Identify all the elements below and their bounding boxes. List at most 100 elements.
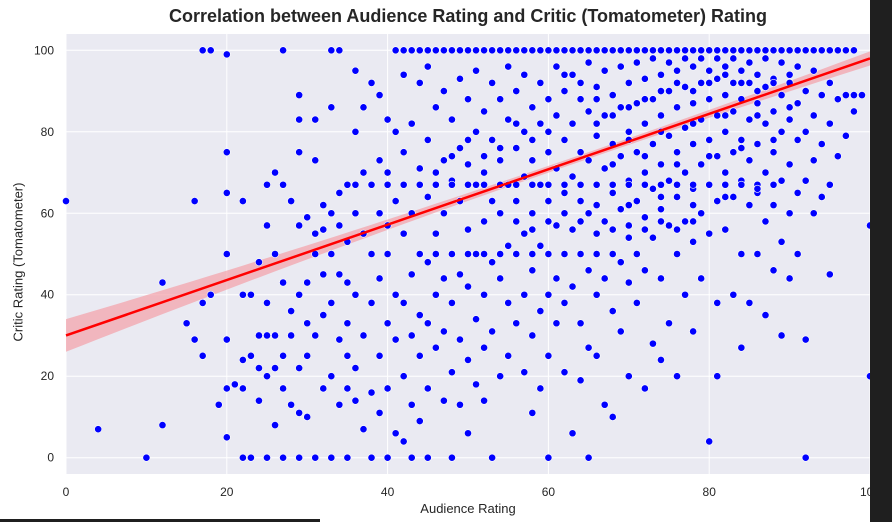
data-point <box>528 156 537 165</box>
data-point <box>472 250 480 258</box>
data-point <box>279 180 287 189</box>
data-point <box>616 205 625 214</box>
data-point <box>512 46 521 55</box>
data-point <box>295 408 304 417</box>
data-point <box>423 62 432 71</box>
data-point <box>833 46 842 55</box>
data-point <box>705 136 714 144</box>
data-point <box>480 107 488 116</box>
data-point <box>705 95 714 104</box>
data-point <box>528 408 537 417</box>
data-point <box>697 209 706 218</box>
data-point <box>431 103 440 112</box>
data-point <box>801 87 810 95</box>
data-point <box>448 298 456 307</box>
data-point <box>576 78 585 87</box>
data-point <box>488 136 497 144</box>
y-axis-label: Critic Rating (Tomatometer) <box>10 182 26 342</box>
data-point <box>528 266 537 275</box>
data-point <box>769 148 778 157</box>
data-point <box>649 46 657 55</box>
data-point <box>673 46 681 55</box>
data-point <box>343 351 352 360</box>
data-point <box>504 46 513 55</box>
data-point <box>632 148 641 157</box>
data-point <box>801 335 810 344</box>
data-point <box>431 343 440 352</box>
data-point <box>520 46 529 55</box>
data-point <box>335 335 344 344</box>
y-tick-label: 80 <box>41 125 55 139</box>
data-point <box>721 127 730 136</box>
data-point <box>769 266 778 275</box>
data-point <box>391 335 400 344</box>
data-point <box>247 453 255 462</box>
data-point <box>263 221 271 230</box>
data-point <box>279 453 287 462</box>
data-point <box>689 140 698 148</box>
data-point <box>713 46 722 55</box>
data-point <box>255 258 263 267</box>
data-point <box>817 46 826 55</box>
data-point <box>439 209 448 218</box>
y-tick-label: 60 <box>41 206 55 220</box>
data-point <box>480 217 488 226</box>
data-point <box>335 221 344 230</box>
data-point <box>415 46 424 55</box>
data-point <box>359 103 368 112</box>
data-point <box>399 180 408 189</box>
data-point <box>777 127 786 136</box>
data-point <box>536 180 545 189</box>
data-point <box>793 62 802 71</box>
data-point <box>552 319 561 328</box>
data-point <box>681 46 689 55</box>
data-point <box>697 160 706 169</box>
data-point <box>480 290 488 299</box>
data-point <box>335 400 344 409</box>
data-point <box>327 103 336 112</box>
data-point <box>729 148 738 157</box>
data-point <box>600 164 609 173</box>
data-point <box>801 176 810 185</box>
data-point <box>456 335 464 344</box>
data-point <box>560 46 569 55</box>
data-point <box>592 201 601 210</box>
data-point <box>238 356 247 364</box>
data-point <box>415 164 424 173</box>
data-point <box>785 103 794 112</box>
data-point <box>415 311 424 320</box>
data-point <box>801 46 810 55</box>
data-point <box>568 282 577 291</box>
data-point <box>681 168 689 177</box>
data-point <box>271 168 279 177</box>
data-point <box>311 115 320 124</box>
data-point <box>464 225 472 234</box>
data-point <box>287 331 296 340</box>
data-point <box>632 58 641 67</box>
data-point <box>431 250 440 258</box>
data-point <box>649 95 657 104</box>
data-point <box>584 58 593 67</box>
data-point <box>624 233 633 242</box>
data-point <box>367 180 376 189</box>
data-point <box>536 307 545 315</box>
data-point <box>335 270 344 279</box>
data-point <box>552 111 561 120</box>
data-point <box>327 372 336 381</box>
y-tick-label: 100 <box>34 43 54 57</box>
data-point <box>375 209 384 218</box>
data-point <box>190 335 199 344</box>
data-point <box>841 46 850 55</box>
data-point <box>777 237 786 246</box>
data-point <box>673 148 681 157</box>
data-point <box>753 140 762 148</box>
data-point <box>375 91 384 100</box>
y-tick-label: 20 <box>41 369 55 383</box>
data-point <box>640 213 649 222</box>
data-point <box>295 115 304 124</box>
regression-line <box>65 57 871 337</box>
data-point <box>255 364 263 372</box>
data-point <box>431 290 440 299</box>
data-point <box>480 343 488 352</box>
data-point <box>383 180 392 189</box>
